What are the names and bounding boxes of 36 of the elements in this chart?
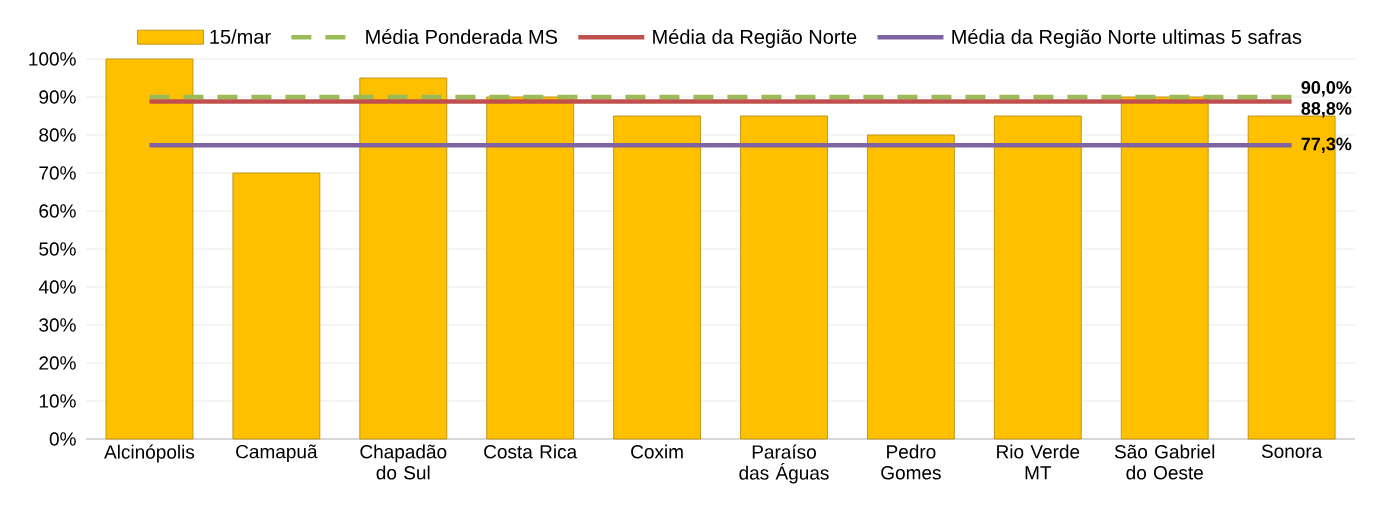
x-tick-label: Camapuã — [236, 444, 318, 463]
bar — [486, 96, 575, 440]
y-tick-label: 100% — [29, 52, 76, 66]
bar — [613, 115, 701, 440]
y-tick-label: 70% — [39, 166, 76, 180]
x-tick-label: Coxim — [631, 444, 683, 459]
legend-label: Média da Região Norte — [653, 29, 857, 48]
bar — [740, 115, 828, 440]
x-tick-label: São Gabriel do Oeste — [1114, 444, 1215, 480]
y-tick-label: 30% — [39, 318, 76, 332]
x-tick-label: Pedro Gomes — [881, 444, 941, 480]
x-tick-label: Costa Rica — [484, 444, 578, 459]
bar — [105, 58, 194, 440]
legend-label: Média da Região Norte ultimas 5 safras — [952, 29, 1302, 48]
y-tick-label: 0% — [49, 432, 76, 446]
y-tick-label: 60% — [39, 204, 76, 218]
y-tick-label: 10% — [39, 394, 76, 408]
x-tick-label: Chapadão do Sul — [360, 444, 447, 480]
x-tick-label: Alcinópolis — [104, 444, 195, 463]
y-tick-label: 80% — [39, 128, 76, 142]
y-tick-label: 50% — [39, 242, 76, 256]
data-label: 90,0% — [1301, 81, 1352, 97]
y-tick-label: 40% — [38, 280, 76, 294]
x-tick-label: Sonora — [1261, 444, 1323, 458]
x-tick-label: Rio Verde MT — [997, 444, 1080, 480]
bar — [867, 134, 955, 440]
y-tick-label: 90% — [39, 90, 76, 104]
x-tick-label: Paraíso das Águas — [739, 444, 829, 484]
bar — [359, 77, 448, 440]
y-tick-label: 20% — [39, 356, 76, 370]
legend-label: Média Ponderada MS — [366, 29, 558, 44]
bar — [993, 115, 1082, 440]
legend-label: 15/mar — [210, 29, 271, 44]
bar — [232, 172, 321, 440]
data-label: 88,8% — [1301, 102, 1352, 118]
bar — [1120, 96, 1209, 440]
